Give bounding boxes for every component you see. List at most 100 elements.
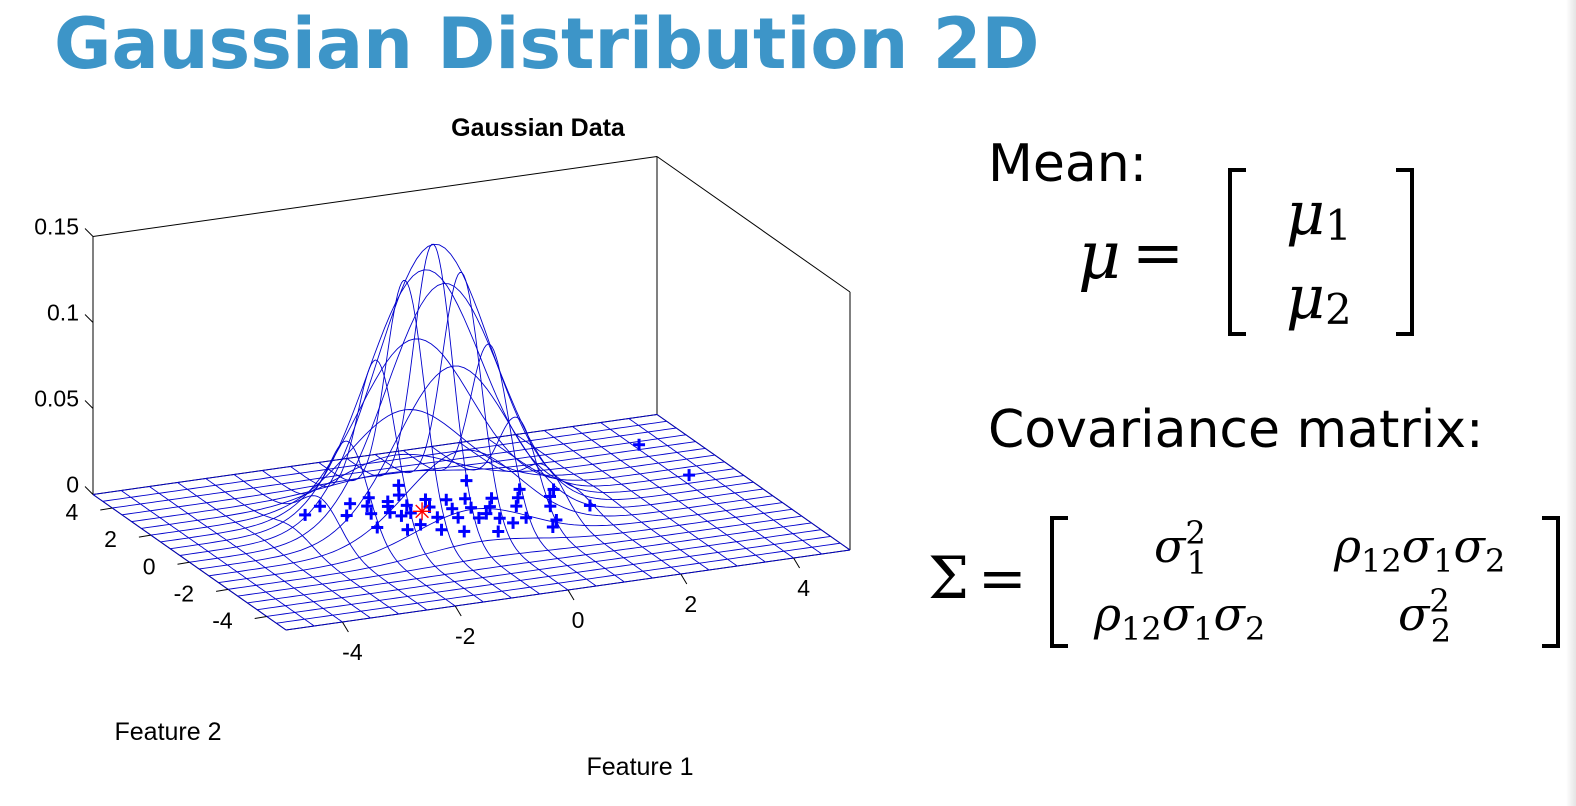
mesh-line xyxy=(600,422,794,559)
scatter-point xyxy=(507,516,520,529)
y-tick xyxy=(216,588,229,592)
scatter-point xyxy=(583,499,596,512)
equals-sign-cov: = xyxy=(978,544,1027,612)
scatter-point xyxy=(544,490,557,503)
scatter-point xyxy=(435,523,448,536)
y-tick xyxy=(100,507,113,511)
y-tick xyxy=(254,615,267,619)
z-tick-label: 0.05 xyxy=(34,386,79,412)
scatter-point xyxy=(465,501,478,514)
scatter-point xyxy=(480,507,493,520)
scatter-point xyxy=(313,500,326,513)
mesh-line xyxy=(179,243,744,556)
scatter-point xyxy=(400,499,413,512)
x-tick xyxy=(567,589,575,601)
left-bracket-mean xyxy=(1228,168,1246,336)
equals-sign-mean: = xyxy=(1132,216,1184,289)
z-tick-label: 0.15 xyxy=(34,214,79,240)
scatter-point xyxy=(361,500,374,513)
mean-vector-formula: μ = μ1 μ2 xyxy=(1078,168,1414,336)
x-tick xyxy=(680,573,688,585)
z-tick xyxy=(84,400,94,409)
scatter-point xyxy=(460,474,473,487)
z-tick-label: 0 xyxy=(66,472,79,498)
mesh-line xyxy=(233,474,428,611)
mesh-line xyxy=(261,440,456,607)
mu-symbol: μ xyxy=(1078,217,1121,294)
x-tick-label: -2 xyxy=(455,623,475,649)
right-bracket-cov xyxy=(1542,516,1560,648)
mean-marker xyxy=(413,502,432,521)
scatter-point xyxy=(452,511,465,524)
covariance-matrix-formula: Σ = σ2 1 ρ12σ1σ2 ρ12σ1σ2 σ2 2 xyxy=(928,514,1560,650)
scatter-point xyxy=(365,507,378,520)
scatter-point xyxy=(362,491,375,504)
right-bracket-mean xyxy=(1396,168,1414,336)
cov-entry-21: ρ12σ1σ2 xyxy=(1093,587,1265,648)
scatter-point xyxy=(344,497,357,510)
x-tick-label: 4 xyxy=(797,575,810,601)
mesh-line xyxy=(487,438,682,575)
z-tick xyxy=(84,486,94,495)
mu-2: μ2 xyxy=(1286,263,1352,334)
covariance-label: Covariance matrix: xyxy=(988,400,1484,460)
y-tick-label: -2 xyxy=(174,580,194,606)
scatter-point xyxy=(492,525,505,538)
scatter-point xyxy=(440,493,453,506)
sigma-symbol: Σ xyxy=(928,544,969,612)
left-bracket-cov xyxy=(1050,516,1068,648)
scatter-point xyxy=(419,493,432,506)
scatter-point xyxy=(472,511,485,524)
scatter-point xyxy=(483,500,496,513)
mesh-line xyxy=(656,414,851,551)
scatter-point xyxy=(431,511,444,524)
scatter-point xyxy=(683,469,696,482)
mesh-line xyxy=(177,482,371,619)
scatter-point xyxy=(384,506,397,519)
x-tick-label: 0 xyxy=(572,607,585,633)
scatter-point xyxy=(513,483,526,496)
chart-title: Gaussian Data xyxy=(451,114,626,142)
scatter-point xyxy=(404,506,417,519)
x-tick xyxy=(341,621,349,633)
scatter-point xyxy=(371,521,384,534)
scatter-points xyxy=(299,438,696,538)
mesh-line xyxy=(515,434,710,571)
gaussian-3d-chart: Gaussian Data -4-2024-4-202400.050.10.15… xyxy=(34,114,851,781)
mesh-line xyxy=(543,430,738,567)
mesh-line xyxy=(290,359,484,603)
z-tick xyxy=(84,314,94,323)
mesh-line xyxy=(431,416,625,583)
scatter-point xyxy=(299,508,312,521)
scatter-point xyxy=(459,492,472,505)
z-tick-label: 0.1 xyxy=(47,300,79,326)
scatter-point xyxy=(511,491,524,504)
y-tick-label: 4 xyxy=(66,499,79,525)
y-tick-label: 0 xyxy=(143,553,156,579)
x-tick xyxy=(793,557,801,569)
x-tick-label: -4 xyxy=(342,639,363,665)
scatter-point xyxy=(446,502,459,515)
cov-entry-11: σ2 1 xyxy=(1154,514,1207,582)
cov-entry-22: σ2 2 xyxy=(1398,582,1451,650)
scatter-point xyxy=(493,512,506,525)
mesh-line xyxy=(628,418,823,555)
mean-label: Mean: xyxy=(988,134,1148,194)
scatter-point xyxy=(547,483,560,496)
mesh-line xyxy=(92,494,287,631)
mesh-line xyxy=(149,486,343,623)
slide-title: Gaussian Distribution 2D xyxy=(54,3,1040,85)
scatter-point xyxy=(395,509,408,522)
scatter-point xyxy=(392,479,405,492)
scatter-point xyxy=(546,521,559,533)
scatter-point xyxy=(510,500,523,513)
x-axis-label: Feature 1 xyxy=(586,753,693,781)
scatter-point xyxy=(550,513,563,526)
y-tick xyxy=(138,534,151,538)
mu-1: μ1 xyxy=(1286,179,1352,250)
y-tick xyxy=(177,561,190,565)
mesh-line xyxy=(120,490,315,627)
slide-edge-shadow xyxy=(1566,0,1576,806)
mesh-line xyxy=(318,280,512,599)
